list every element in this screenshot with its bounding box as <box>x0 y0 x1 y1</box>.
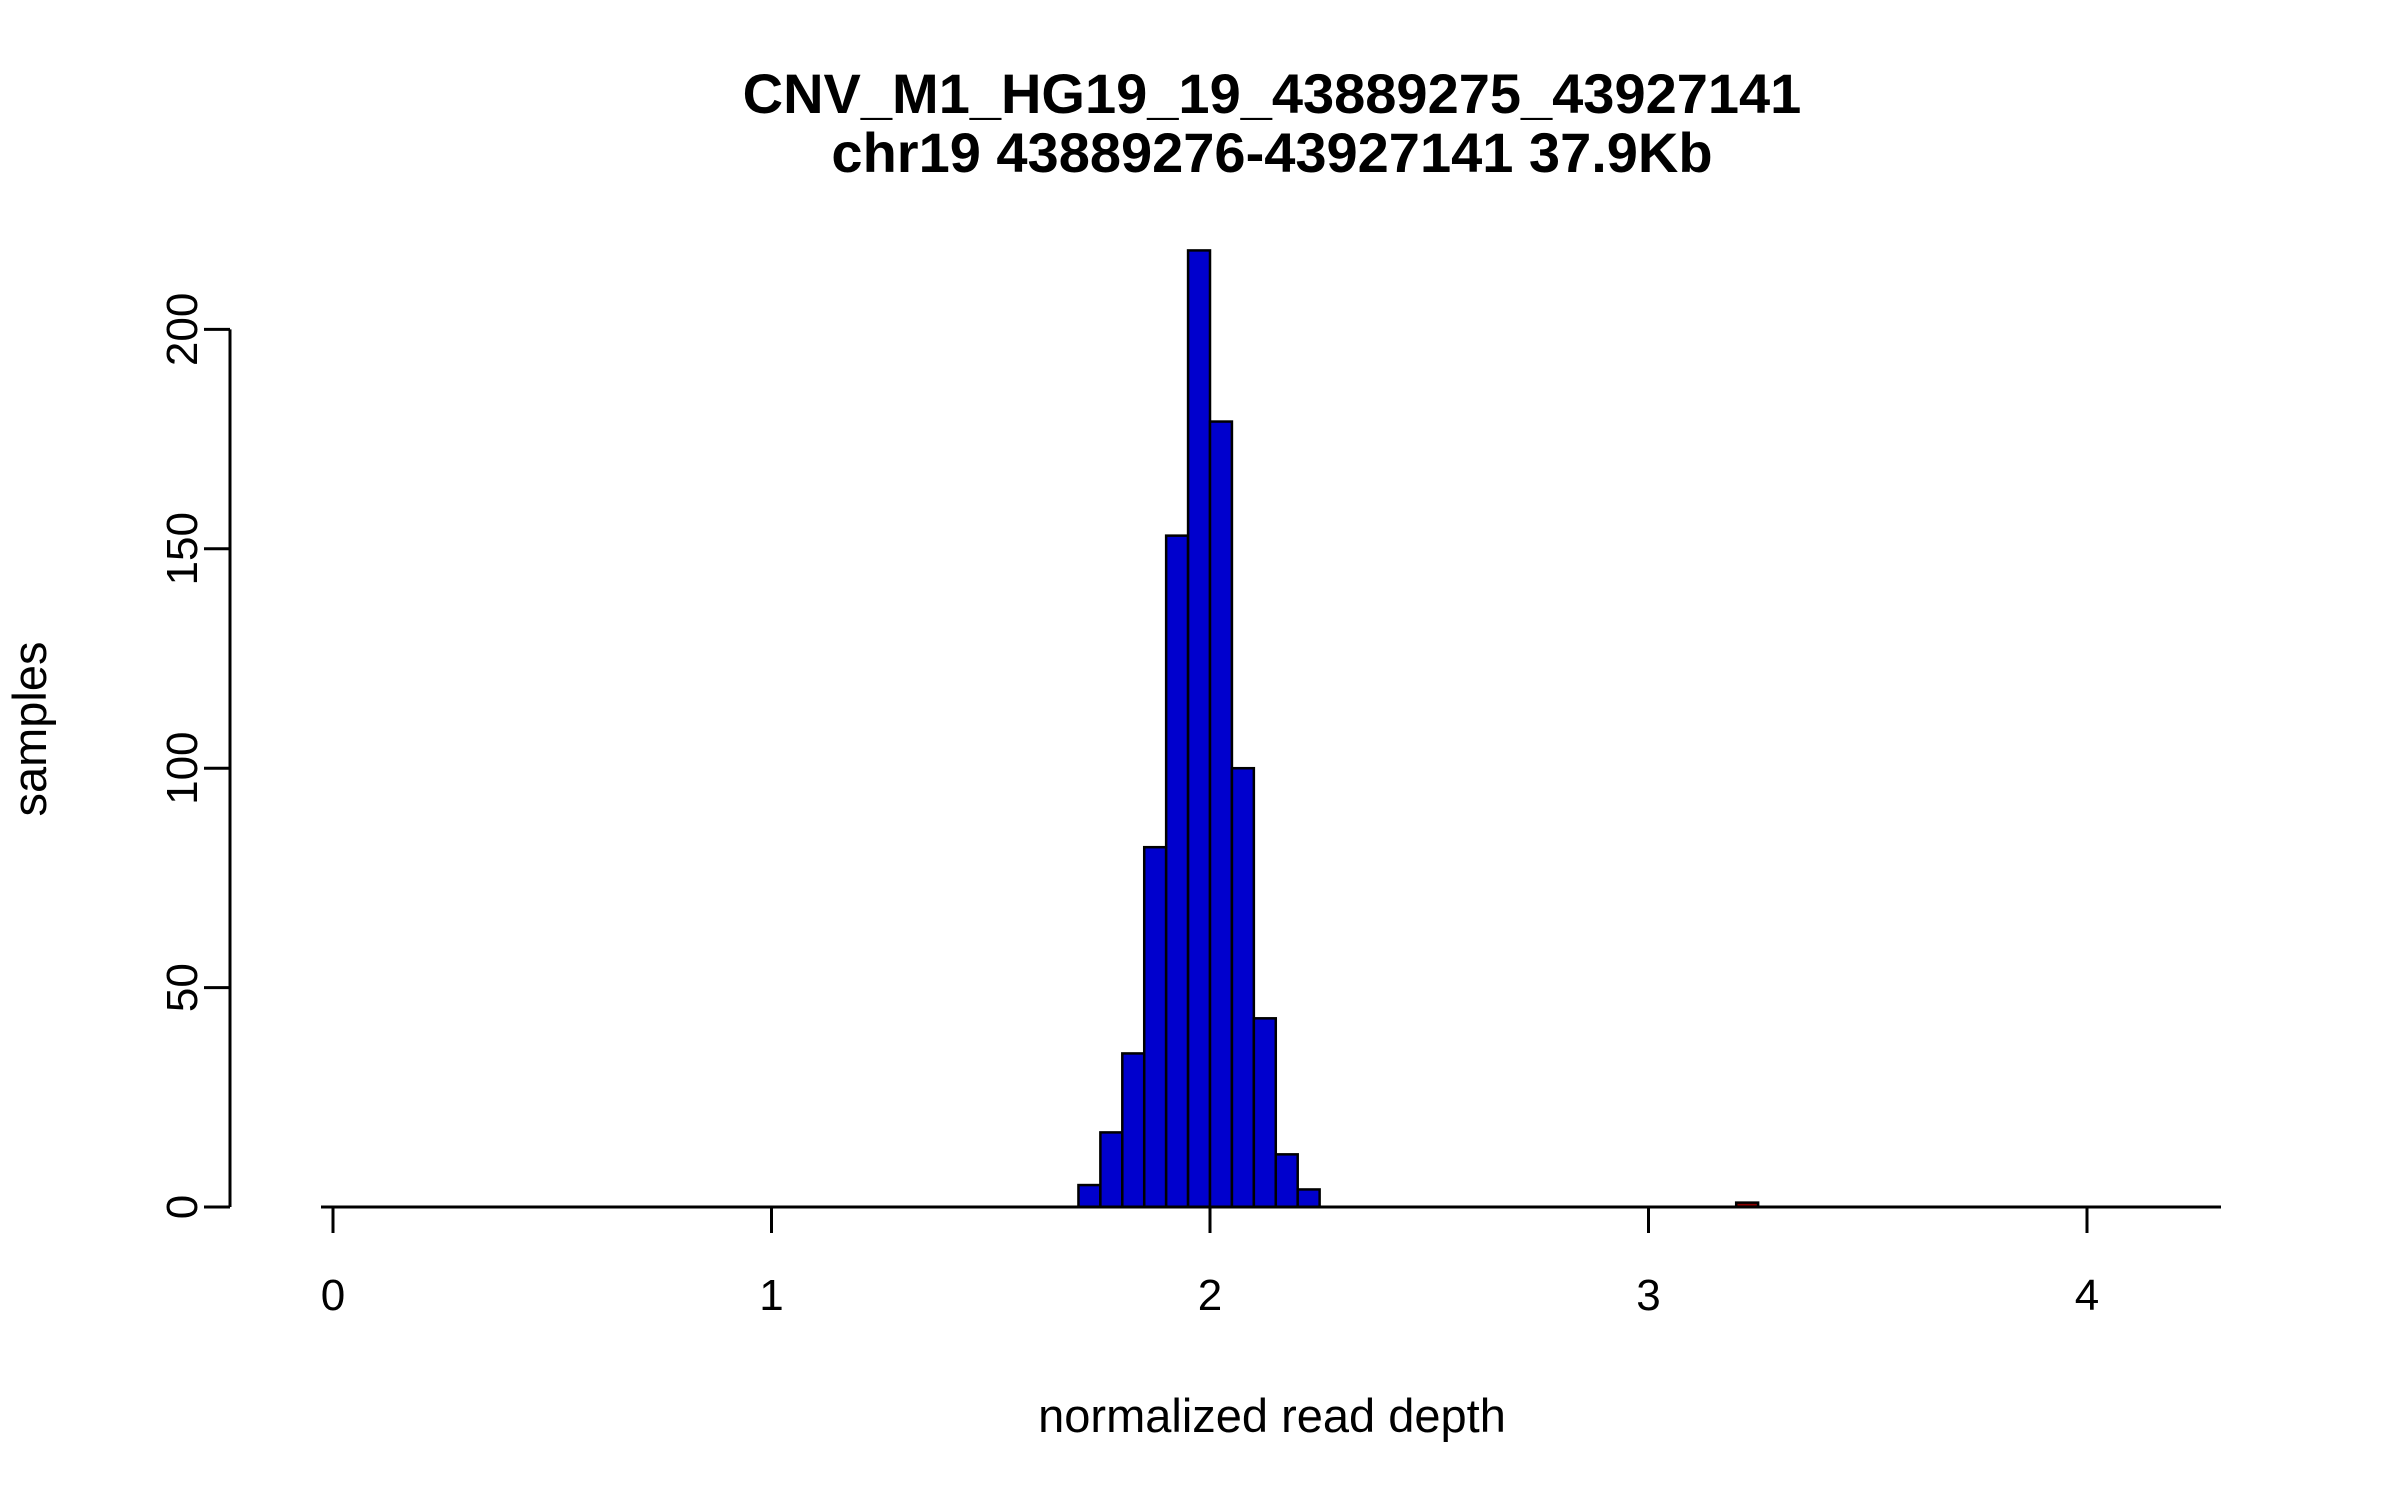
y-tick-label: 100 <box>158 731 207 804</box>
x-tick-label: 0 <box>321 1271 345 1320</box>
histogram-bar <box>1142 845 1168 1209</box>
y-axis-label: samples <box>3 641 56 816</box>
histogram-bar <box>1230 766 1256 1209</box>
chart-title: CNV_M1_HG19_19_43889275_43927141 <box>743 62 1802 125</box>
y-tick-label: 0 <box>158 1195 207 1219</box>
chart-subtitle: chr19 43889276-43927141 37.9Kb <box>831 121 1712 184</box>
histogram-bar <box>1164 534 1190 1209</box>
histogram-bar <box>1274 1153 1299 1209</box>
x-tick-label: 2 <box>1198 1271 1222 1320</box>
y-tick-label: 50 <box>158 963 207 1012</box>
y-tick-label: 150 <box>158 512 207 585</box>
x-axis-label: normalized read depth <box>1038 1389 1506 1442</box>
y-tick-label: 200 <box>158 293 207 366</box>
histogram-bar <box>1121 1052 1146 1209</box>
x-tick-label: 1 <box>759 1271 783 1320</box>
histogram-bar <box>1186 249 1212 1209</box>
x-tick-label: 4 <box>2075 1271 2099 1320</box>
histogram-bar <box>1099 1131 1124 1209</box>
histogram-bar <box>1208 420 1234 1209</box>
histogram-bar <box>1077 1183 1102 1209</box>
histogram-bar <box>1252 1017 1278 1209</box>
histogram-bar <box>1296 1188 1321 1209</box>
x-tick-label: 3 <box>1636 1271 1660 1320</box>
plot-area: 0 1 2 3 4 0 50 100 150 200 <box>158 249 2221 1320</box>
